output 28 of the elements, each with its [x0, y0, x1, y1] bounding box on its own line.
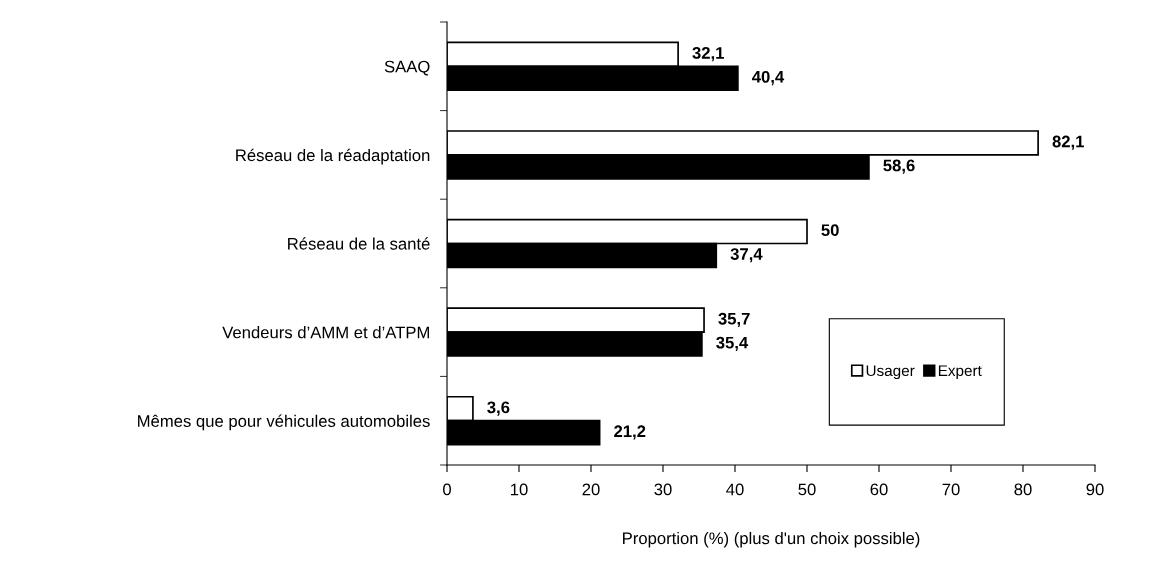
data-label: 3,6 — [487, 401, 510, 416]
x-axis-title: Proportion (%) (plus d'un choix possible) — [623, 531, 920, 548]
x-tick-label: 20 — [582, 483, 600, 496]
y-tick-label: Réseau de la santé — [288, 237, 430, 250]
x-tick-label: 50 — [798, 483, 816, 496]
y-tick-label: Vendeurs d’AMM et d’ATPM — [222, 326, 429, 339]
data-label: 32,1 — [692, 47, 724, 62]
y-tick-label: Mêmes que pour véhicules automobiles — [138, 414, 430, 431]
x-tick-label: 40 — [726, 483, 744, 496]
data-label: 50 — [821, 224, 839, 237]
data-label: 58,6 — [883, 159, 915, 174]
x-tick-label: 10 — [511, 483, 528, 496]
data-label: 21,2 — [614, 425, 646, 440]
legend-label: Usager — [866, 365, 915, 380]
x-tick-label: 90 — [1086, 483, 1104, 496]
data-label: 37,4 — [730, 248, 763, 263]
data-label: 35,4 — [716, 336, 749, 351]
legend-label: Expert — [938, 365, 982, 380]
x-tick-label: 30 — [654, 483, 672, 496]
x-tick-label: 60 — [870, 483, 888, 496]
y-tick-label: Réseau de la réadaptation — [236, 148, 430, 165]
data-label: 40,4 — [752, 70, 785, 86]
x-tick-label: 80 — [1014, 483, 1032, 496]
y-tick-label: SAAQ — [384, 60, 430, 76]
x-tick-label: 70 — [942, 483, 960, 496]
data-label: 35,7 — [718, 312, 750, 328]
data-label: 82,1 — [1052, 135, 1084, 150]
x-tick-label: 0 — [443, 483, 451, 496]
